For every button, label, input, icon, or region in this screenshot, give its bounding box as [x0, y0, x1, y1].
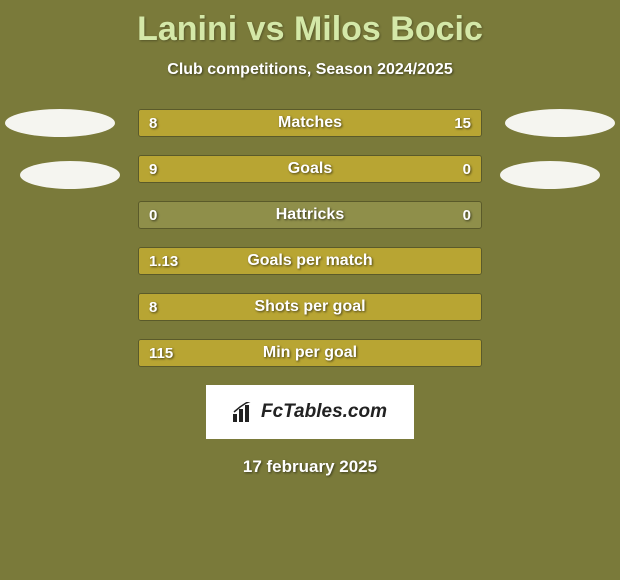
stat-label: Goals — [139, 156, 481, 182]
player2-photo-placeholder — [505, 109, 615, 137]
stat-row-hattricks: 0 Hattricks 0 — [138, 201, 482, 229]
player2-name: Milos Bocic — [294, 10, 483, 48]
stat-row-matches: 8 Matches 15 — [138, 109, 482, 137]
stat-label: Matches — [139, 110, 481, 136]
stat-row-goals: 9 Goals 0 — [138, 155, 482, 183]
comparison-content: 8 Matches 15 9 Goals 0 0 Hattricks 0 1.1… — [0, 109, 620, 477]
vs-text: vs — [247, 10, 285, 48]
stat-label: Hattricks — [139, 202, 481, 228]
stat-row-shots-per-goal: 8 Shots per goal — [138, 293, 482, 321]
page-title: Lanini vs Milos Bocic — [0, 0, 620, 49]
chart-icon — [233, 402, 255, 422]
stat-label: Goals per match — [139, 248, 481, 274]
logo-text: FcTables.com — [261, 401, 387, 423]
fctables-logo: FcTables.com — [206, 385, 414, 439]
stat-label: Shots per goal — [139, 294, 481, 320]
player2-club-placeholder — [500, 161, 600, 189]
stat-val-right: 0 — [463, 202, 471, 228]
subtitle: Club competitions, Season 2024/2025 — [0, 61, 620, 79]
stat-val-right: 0 — [463, 156, 471, 182]
stat-row-goals-per-match: 1.13 Goals per match — [138, 247, 482, 275]
stat-bars: 8 Matches 15 9 Goals 0 0 Hattricks 0 1.1… — [138, 109, 482, 367]
player1-photo-placeholder — [5, 109, 115, 137]
stat-label: Min per goal — [139, 340, 481, 366]
player1-club-placeholder — [20, 161, 120, 189]
date-text: 17 february 2025 — [0, 457, 620, 477]
player1-name: Lanini — [137, 10, 237, 48]
stat-row-min-per-goal: 115 Min per goal — [138, 339, 482, 367]
stat-val-right: 15 — [454, 110, 471, 136]
